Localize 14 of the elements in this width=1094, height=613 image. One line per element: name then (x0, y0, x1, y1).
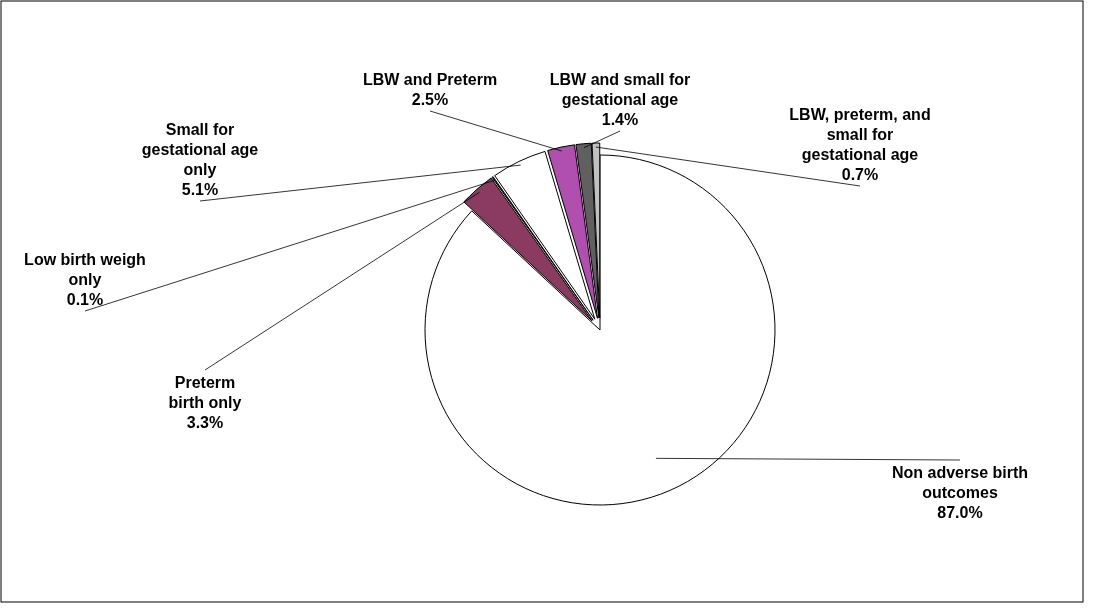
data-label: 87.0% (937, 504, 983, 521)
data-label: 0.1% (66, 291, 104, 308)
slice-label: Low birth weigh only (24, 251, 146, 288)
data-label: 5.1% (181, 181, 219, 198)
data-label: 1.4% (601, 111, 639, 128)
data-label: 0.7% (841, 166, 879, 183)
slice-label: Preterm birth only (168, 374, 242, 411)
slice-label: Small for gestational age only (141, 121, 259, 178)
data-label: 2.5% (411, 91, 449, 108)
data-label: 3.3% (186, 414, 224, 431)
slice-label: LBW, preterm, and small for gestational age (789, 106, 931, 163)
slice-label: LBW and Preterm (362, 71, 498, 88)
slice-label: LBW and small for gestational age (549, 71, 691, 108)
slice-label: Non adverse birth outcomes (891, 464, 1029, 501)
